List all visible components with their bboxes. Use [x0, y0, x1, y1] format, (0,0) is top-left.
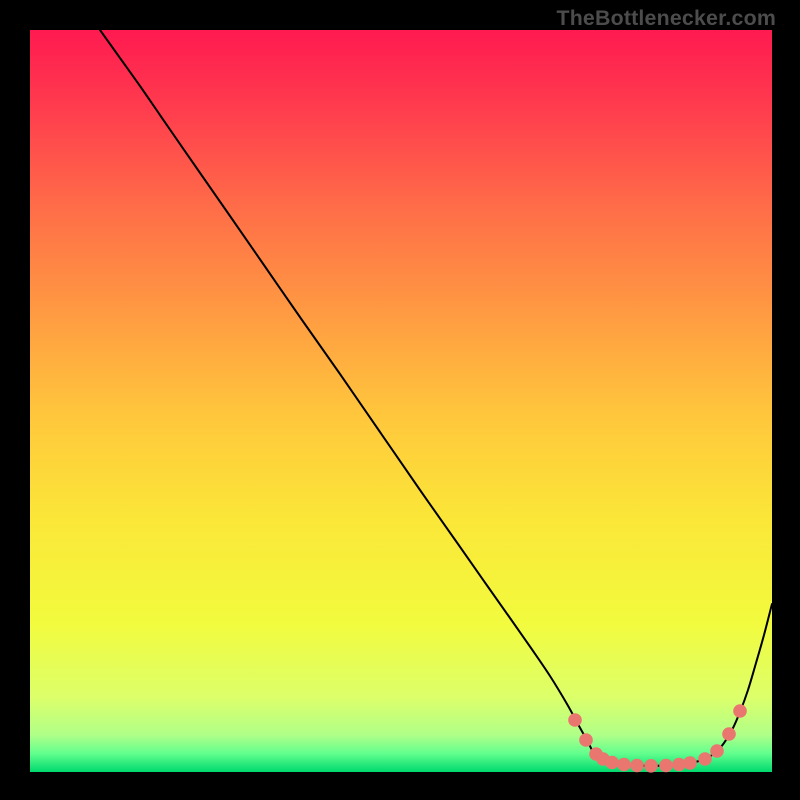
marker-dot: [659, 759, 673, 773]
bottleneck-curve: [100, 30, 772, 766]
marker-dot: [605, 756, 619, 770]
watermark-text: TheBottlenecker.com: [556, 6, 776, 31]
marker-dot: [710, 744, 724, 758]
marker-dot: [683, 756, 697, 770]
marker-group: [568, 704, 747, 772]
marker-dot: [733, 704, 747, 718]
curve-svg: [30, 30, 772, 772]
chart-container: TheBottlenecker.com: [0, 0, 800, 800]
marker-dot: [617, 758, 631, 772]
marker-dot: [698, 752, 712, 766]
marker-dot: [568, 713, 582, 727]
marker-dot: [579, 733, 593, 747]
marker-dot: [644, 759, 658, 773]
plot-area: [30, 30, 772, 772]
marker-dot: [722, 727, 736, 741]
marker-dot: [630, 759, 644, 773]
